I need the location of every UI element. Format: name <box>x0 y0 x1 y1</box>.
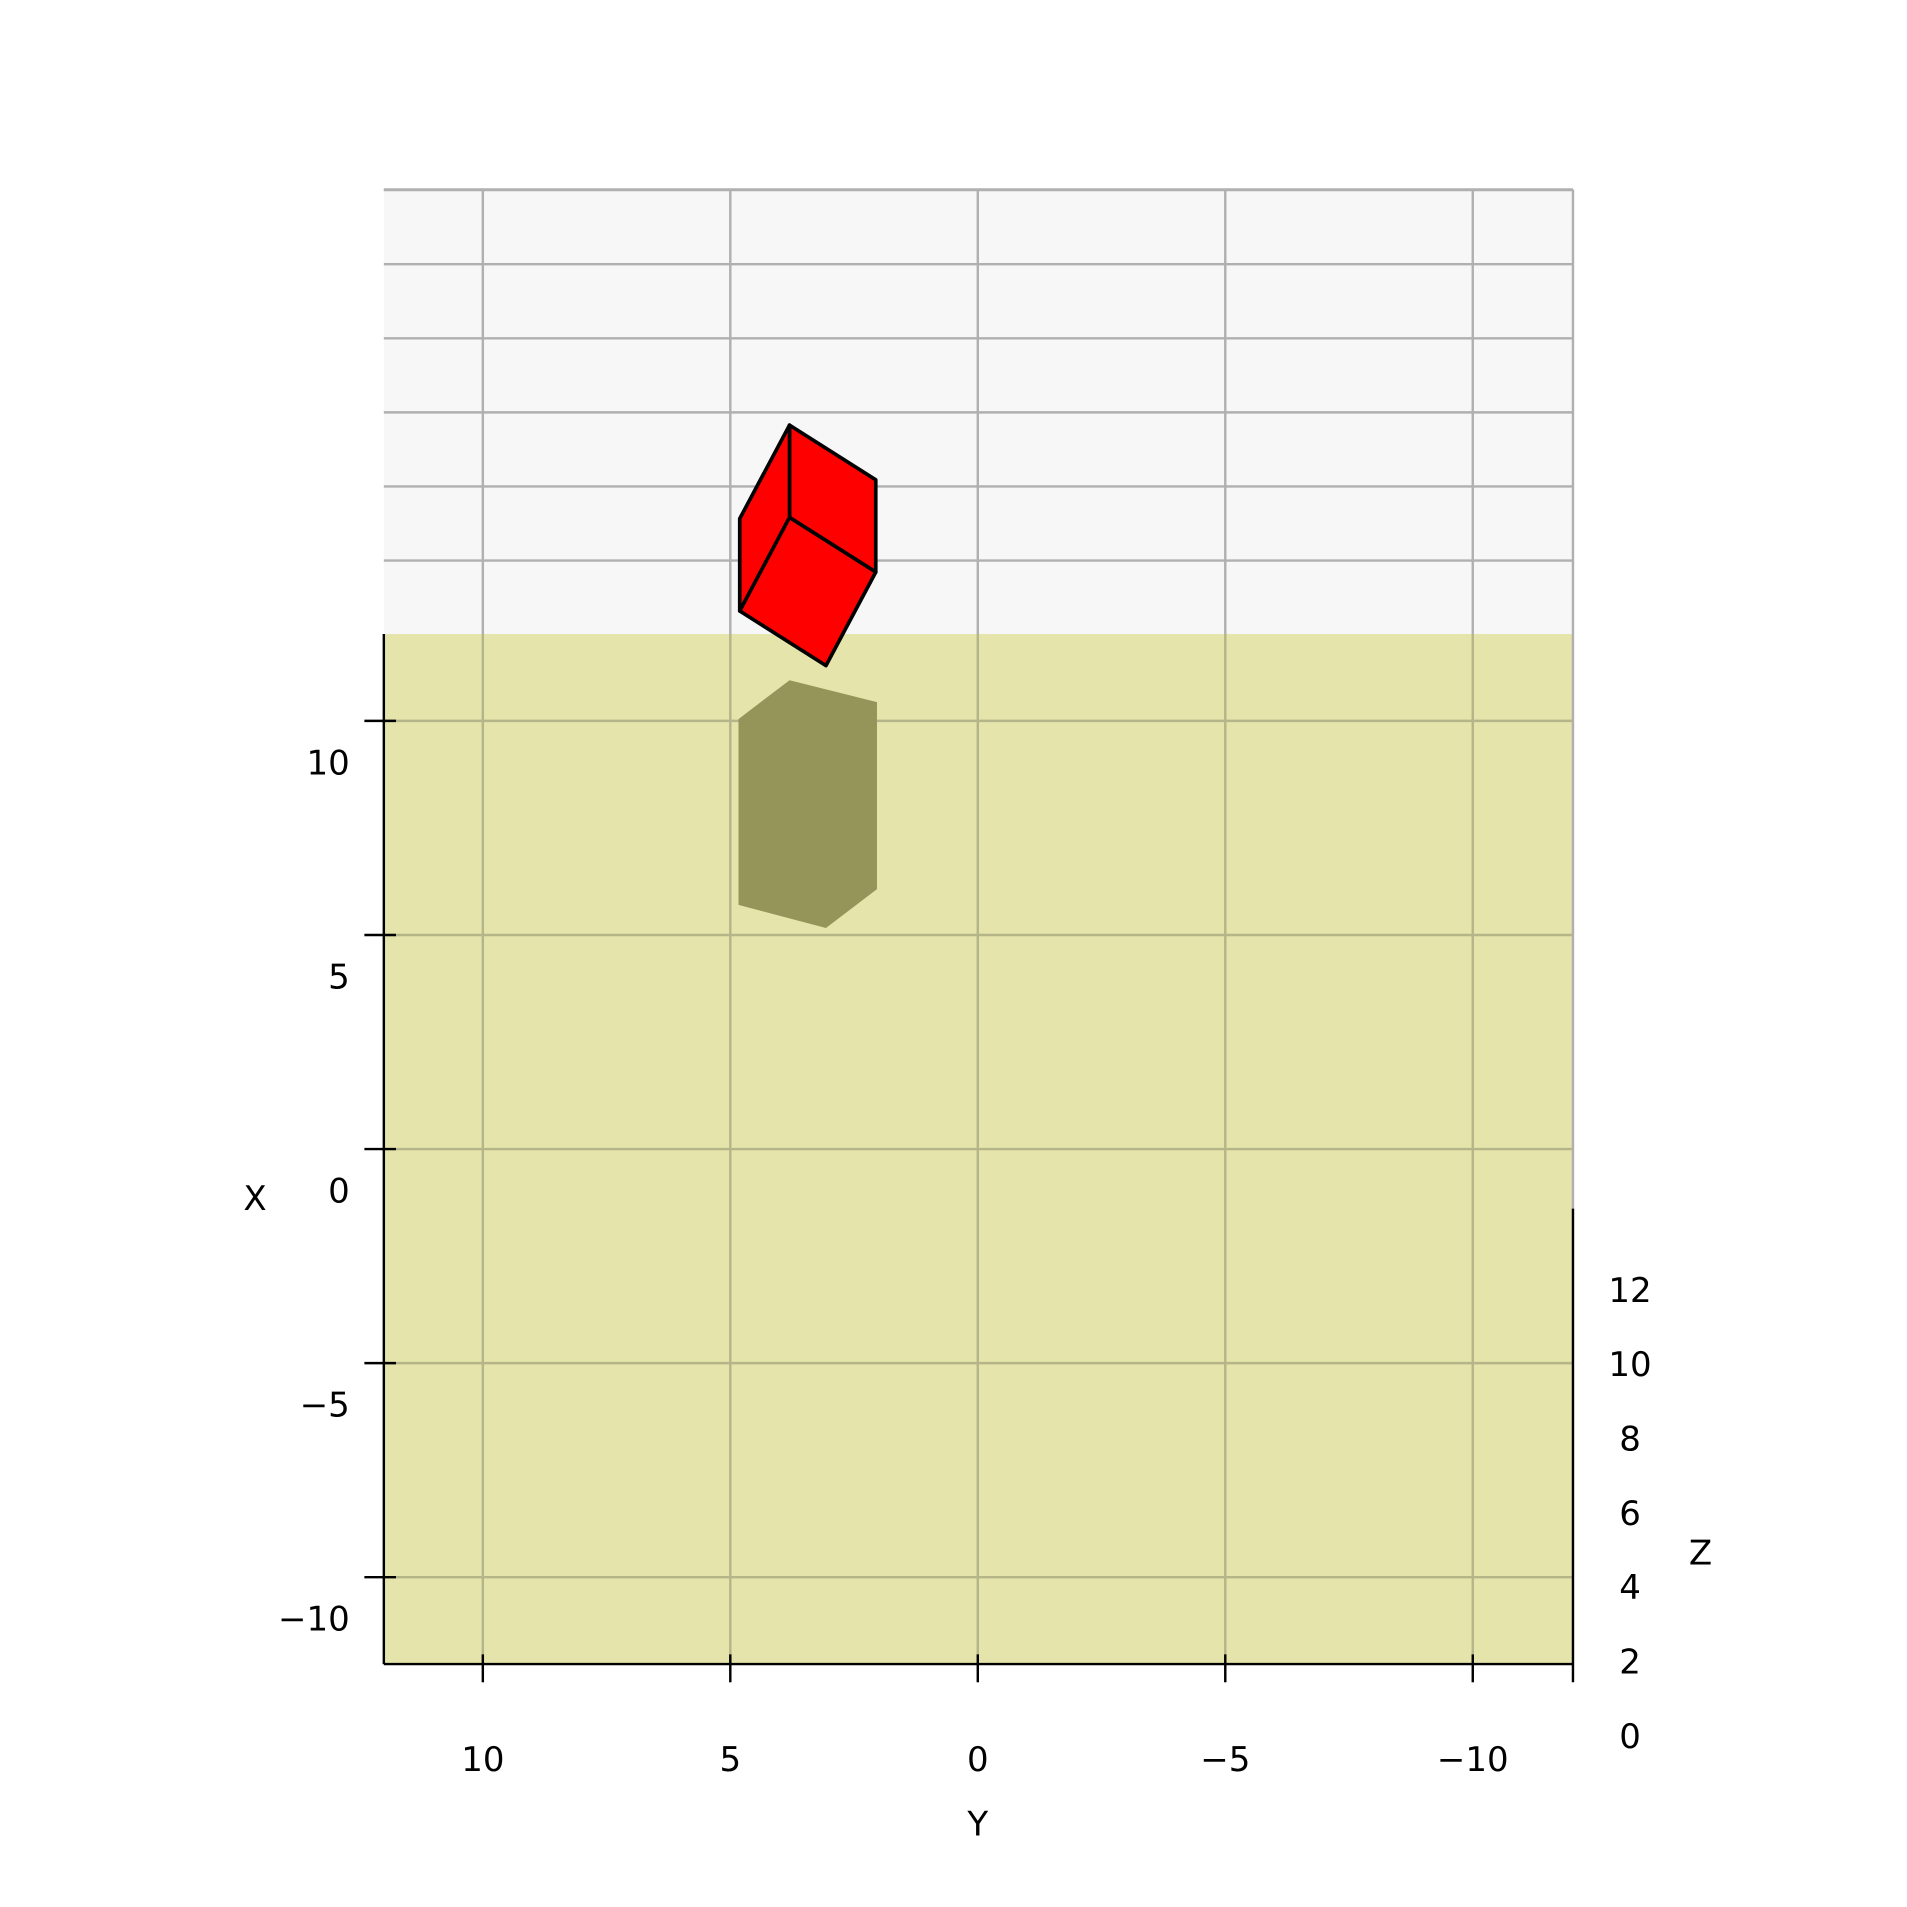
y-axis-label: Y <box>966 1804 988 1844</box>
x-tick-label: 10 <box>307 743 350 783</box>
y-tick-label: 0 <box>967 1740 989 1780</box>
cube-face-bottom <box>737 515 878 668</box>
z-tick-label: 6 <box>1619 1494 1641 1534</box>
x-tick-label: −5 <box>300 1386 350 1426</box>
x-axis-label: X <box>243 1179 266 1219</box>
z-tick-label: 10 <box>1608 1345 1651 1385</box>
y-tick-label: −10 <box>1437 1740 1509 1780</box>
z-axis-label: Z <box>1689 1533 1712 1573</box>
y-tick-label: −5 <box>1200 1740 1250 1780</box>
x-tick-label: −10 <box>278 1600 350 1640</box>
cube <box>737 423 878 668</box>
z-tick-label: 8 <box>1619 1420 1641 1460</box>
z-tick-label: 2 <box>1619 1643 1641 1683</box>
x-tick-label: 5 <box>328 957 350 997</box>
cube-shadow <box>738 680 877 928</box>
z-tick-label: 0 <box>1619 1717 1641 1757</box>
x-tick-label: 0 <box>328 1172 350 1212</box>
y-tick-label: 5 <box>719 1740 741 1780</box>
z-tick-label: 4 <box>1619 1568 1641 1608</box>
z-tick-label: 12 <box>1608 1271 1651 1311</box>
y-tick-label: 10 <box>461 1740 504 1780</box>
